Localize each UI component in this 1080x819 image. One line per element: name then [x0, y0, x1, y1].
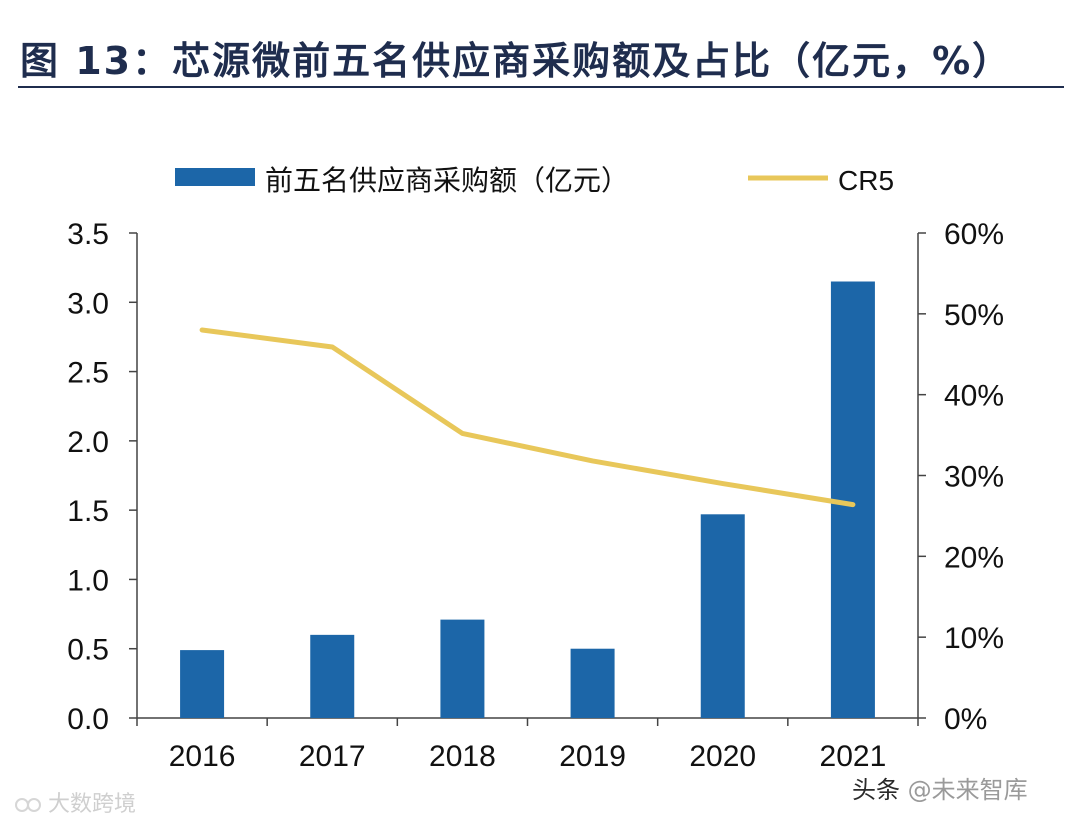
y-right-tick-label: 10%	[944, 622, 1004, 655]
legend-bar-swatch	[175, 168, 255, 186]
y-right-tick-label: 0%	[944, 703, 987, 736]
watermark-left-text: 大数跨境	[48, 792, 137, 817]
y-right-tick-label: 20%	[944, 541, 1004, 574]
y-left-tick-label: 1.0	[67, 564, 109, 597]
y-left-tick-label: 0.5	[67, 634, 109, 667]
y-left-tick-label: 1.5	[67, 495, 109, 528]
title-bar: 图 13：芯源微前五名供应商采购额及占比（亿元，%）	[0, 0, 1080, 88]
y-left-tick-label: 2.0	[67, 426, 109, 459]
y-right-tick-label: 60%	[944, 218, 1004, 251]
bar-2020	[700, 514, 745, 718]
watermark-right: 头条 @未来智库	[852, 770, 1028, 805]
y-left-tick-label: 2.5	[67, 357, 109, 390]
x-tick-label: 2020	[689, 740, 756, 773]
chart-title: 图 13：芯源微前五名供应商采购额及占比（亿元，%）	[20, 39, 1013, 83]
y-left-tick-label: 3.5	[67, 218, 109, 251]
legend-bar-label: 前五名供应商采购额（亿元）	[265, 165, 629, 196]
bar-2019	[570, 648, 615, 718]
x-tick-label: 2018	[429, 740, 496, 773]
y-left-tick-label: 3.0	[67, 287, 109, 320]
x-tick-label: 2017	[299, 740, 366, 773]
cr5-line	[199, 327, 856, 508]
y-left-tick-label: 0.0	[67, 703, 109, 736]
y-right-tick-label: 30%	[944, 461, 1004, 494]
bar-2018	[440, 619, 485, 718]
watermark-right-brand: @未来智库	[907, 776, 1028, 804]
legend-line-label: CR5	[838, 165, 894, 196]
logo-icon	[15, 798, 41, 812]
watermark-right-prefix: 头条	[852, 776, 900, 804]
bar-2017	[310, 634, 355, 718]
bar-2016	[180, 650, 225, 718]
y-right-tick-label: 40%	[944, 380, 1004, 413]
title-divider	[18, 86, 1064, 88]
watermark-left: 大数跨境	[14, 786, 136, 818]
x-tick-label: 2021	[820, 740, 887, 773]
x-tick-label: 2016	[169, 740, 236, 773]
x-tick-label: 2019	[559, 740, 626, 773]
y-right-tick-label: 50%	[944, 299, 1004, 332]
